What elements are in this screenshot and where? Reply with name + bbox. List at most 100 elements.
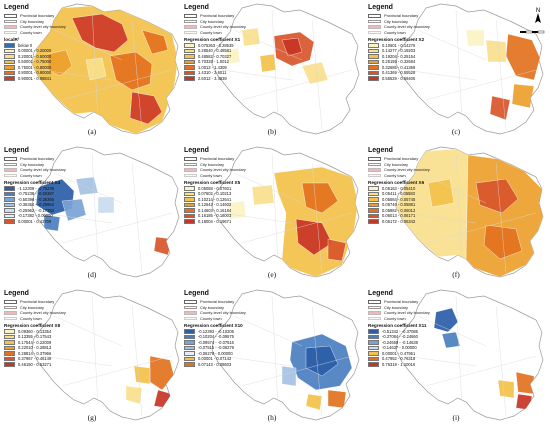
legend-boundary-label: Provincial boundary (384, 13, 419, 19)
legend-swatch (368, 300, 381, 304)
legend-class-swatch (4, 48, 15, 54)
legend-class-swatch (184, 70, 195, 76)
city-boundary-lines (405, 295, 537, 417)
legend-boundary-provincial: Provincial boundary (184, 13, 274, 19)
legend-class-range: 0.09360 - 0.13354 (18, 328, 52, 334)
legend-class-range: 0.05163 - 0.05410 (382, 185, 416, 191)
map-panel-a: Legend Provincial boundary City boundary Co… (2, 0, 182, 140)
legend-class-swatch (368, 219, 379, 224)
legend-class-swatch (4, 54, 15, 59)
legend-swatch (4, 157, 17, 161)
legend-class-swatch (4, 219, 15, 224)
legend-class-range: -0.07515 - -0.06279 (198, 345, 234, 351)
legend-class-range: 0.12642 - 0.14602 (198, 202, 232, 208)
legend-class-range: 0.46150 - 0.53271 (18, 361, 52, 367)
map-legend: Legend Provincial boundary City boundary Co… (184, 147, 274, 224)
legend-swatch (4, 14, 17, 18)
legend-boundary-county-level-city: County-level city boundary (368, 24, 458, 30)
legend-boundary-label: County town (200, 30, 222, 36)
legend-heading: Legend (184, 4, 209, 11)
legend-class-row: 0.20001 - 0.50000 (4, 54, 94, 60)
legend-class-range: 0.37967 - 0.46149 (18, 356, 52, 362)
legend-class-range: 0.41369 - 0.55528 (382, 70, 416, 76)
city-boundary-lines (41, 9, 173, 131)
legend-class-swatch (184, 356, 195, 362)
legend-class-row: -0.37084 - -0.24660 (368, 334, 458, 340)
legend-class-row: 0.05163 - 0.05410 (368, 186, 458, 192)
choropleth-map-d (31, 146, 180, 278)
legend-swatch (368, 173, 381, 178)
map-region (511, 83, 535, 109)
legend-class-row: 0.09360 - 0.13354 (4, 329, 94, 335)
map-region (141, 29, 169, 55)
legend-class-range: -0.75238 - -0.50397 (18, 191, 54, 197)
legend-class-range: 0.05058 - 0.07601 (198, 185, 232, 191)
legend-variable-title: Regression coefficient X11 (368, 322, 427, 328)
legend-boundary-label: County-level city boundary (384, 167, 430, 173)
panel-label: (b) (267, 127, 277, 136)
choropleth-map-h (211, 289, 360, 421)
legend-swatch (368, 157, 381, 161)
legend-class-swatch (368, 65, 379, 70)
legend-class-row: 0.05746 - 0.05881 (368, 202, 458, 208)
legend-boundary-county-town: County town (184, 316, 274, 322)
legend-class-swatch (368, 208, 379, 213)
legend-class-swatch (184, 362, 195, 367)
legend-class-swatch (368, 76, 379, 81)
legend-class-row: 2.6012 - 3.4839 (184, 76, 274, 82)
legend-class-range: 0.18004 - 0.19671 (198, 218, 232, 224)
legend-swatch (368, 305, 381, 310)
legend-boundary-label: City boundary (20, 304, 45, 310)
legend-class-row: 0.00001 - 0.47951 (368, 351, 458, 357)
map-panel-c: Legend Provincial boundary City boundary Co… (366, 0, 546, 140)
legend-class-row: 0.37967 - 0.46149 (4, 356, 94, 362)
legend-class-range: 0.75001 - 0.80000 (18, 64, 52, 70)
legend-class-row: -0.50396 - -0.36365 (4, 197, 94, 203)
legend-boundary-label: County town (384, 30, 406, 36)
legend-class-range: 0.70328 - 1.0012 (198, 59, 229, 65)
legend-class-swatch (4, 356, 15, 362)
legend-class-range: 0.14603 - 0.16184 (198, 207, 232, 213)
legend-class-swatch (184, 197, 195, 202)
legend-class-swatch (184, 202, 195, 208)
map-panel-d: Legend Provincial boundary City boundary Co… (2, 143, 182, 283)
legend-swatch (184, 30, 197, 35)
legend-class-swatch (184, 351, 195, 356)
map-region (441, 331, 461, 349)
legend-class-range: 0.075363 - 0.28539 (198, 42, 234, 48)
legend-class-row: 0.55529 - 0.69406 (368, 76, 458, 82)
panel-label: (d) (87, 270, 97, 279)
legend-boundary-county-town: County town (4, 30, 94, 36)
legend-class-swatch (368, 59, 379, 65)
city-boundary-lines (405, 152, 537, 274)
legend-class-swatch (4, 329, 15, 334)
panel-label: (h) (267, 413, 277, 422)
legend-class-swatch (4, 334, 15, 340)
legend-boundary-label: Provincial boundary (200, 13, 235, 19)
legend-heading: Legend (4, 4, 29, 11)
legend-class-swatch (368, 70, 379, 76)
legend-swatch (368, 30, 381, 35)
legend-swatch (184, 168, 197, 172)
choropleth-map-c (395, 3, 544, 135)
legend-class-swatch (4, 43, 15, 48)
legend-swatch (368, 25, 381, 29)
legend-heading: Legend (4, 290, 29, 297)
legend-class-swatch (184, 186, 195, 191)
legend-class-swatch (368, 340, 379, 345)
legend-class-swatch (184, 208, 195, 213)
legend-swatch (4, 162, 17, 167)
choropleth-map-g (31, 289, 180, 421)
legend-swatch (368, 168, 381, 172)
legend-boundary-county-town: County town (368, 173, 458, 179)
legend-boundary-label: County town (20, 316, 42, 322)
legend-swatch (184, 316, 197, 321)
legend-class-range: 0.10601 - 0.14276 (382, 42, 416, 48)
legend-class-row: 0.22010 - 0.28813 (4, 345, 94, 351)
map-region (281, 37, 303, 57)
legend-class-range: 0.13355 - 0.17543 (18, 334, 52, 340)
legend-class-range: -0.09574 - -0.07516 (198, 339, 234, 345)
legend-boundary-label: City boundary (20, 161, 45, 167)
legend-variable-title: Regression coefficient X6 (368, 179, 425, 185)
legend-boundary-city: City boundary (368, 19, 458, 25)
